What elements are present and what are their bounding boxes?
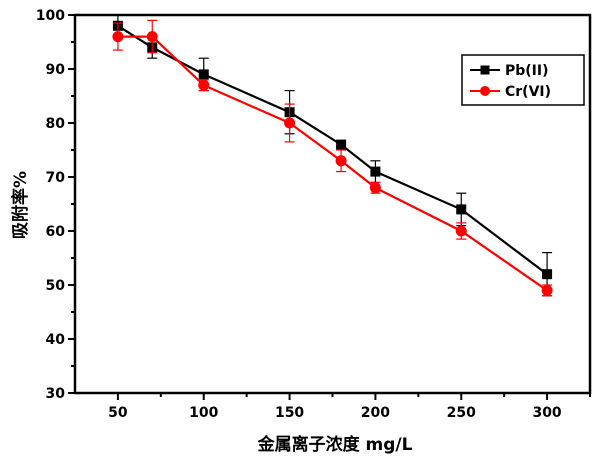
data-point — [369, 182, 381, 194]
legend-label-pb: Pb(II) — [505, 63, 549, 79]
y-tick-label: 100 — [36, 8, 65, 24]
y-tick-label: 70 — [46, 170, 66, 186]
data-point — [112, 31, 124, 43]
data-point — [146, 31, 158, 43]
data-point — [284, 117, 296, 129]
x-axis-label: 金属离子浓度 mg/L — [257, 434, 413, 455]
data-point — [335, 155, 347, 167]
y-tick-label: 80 — [46, 116, 66, 132]
y-tick-label: 60 — [46, 224, 66, 240]
y-tick-label: 50 — [46, 278, 66, 294]
x-tick-label: 150 — [275, 405, 304, 421]
data-point — [336, 139, 347, 150]
data-point — [542, 269, 553, 280]
series-cr — [112, 19, 553, 297]
data-point — [456, 204, 467, 215]
x-tick-label: 200 — [361, 405, 390, 421]
data-point — [198, 79, 210, 91]
legend-marker-pb — [480, 65, 490, 75]
y-axis-label: 吸附率% — [10, 171, 31, 239]
data-point — [370, 166, 381, 177]
data-point — [541, 284, 553, 296]
y-tick-label: 90 — [46, 62, 66, 78]
legend-label-cr: Cr(VI) — [505, 84, 551, 100]
data-point — [198, 69, 209, 80]
legend-marker-cr — [480, 86, 490, 96]
series-line — [117, 24, 548, 276]
x-tick-label: 50 — [108, 405, 128, 421]
x-tick-label: 250 — [447, 405, 476, 421]
y-tick-label: 40 — [46, 332, 66, 348]
x-tick-label: 300 — [532, 405, 561, 421]
series-line — [117, 35, 548, 292]
x-tick-label: 100 — [189, 405, 218, 421]
legend-box — [461, 54, 585, 106]
y-tick-label: 30 — [46, 386, 66, 402]
legend: Pb(II) Cr(VI) — [461, 54, 585, 106]
data-point — [455, 225, 467, 237]
